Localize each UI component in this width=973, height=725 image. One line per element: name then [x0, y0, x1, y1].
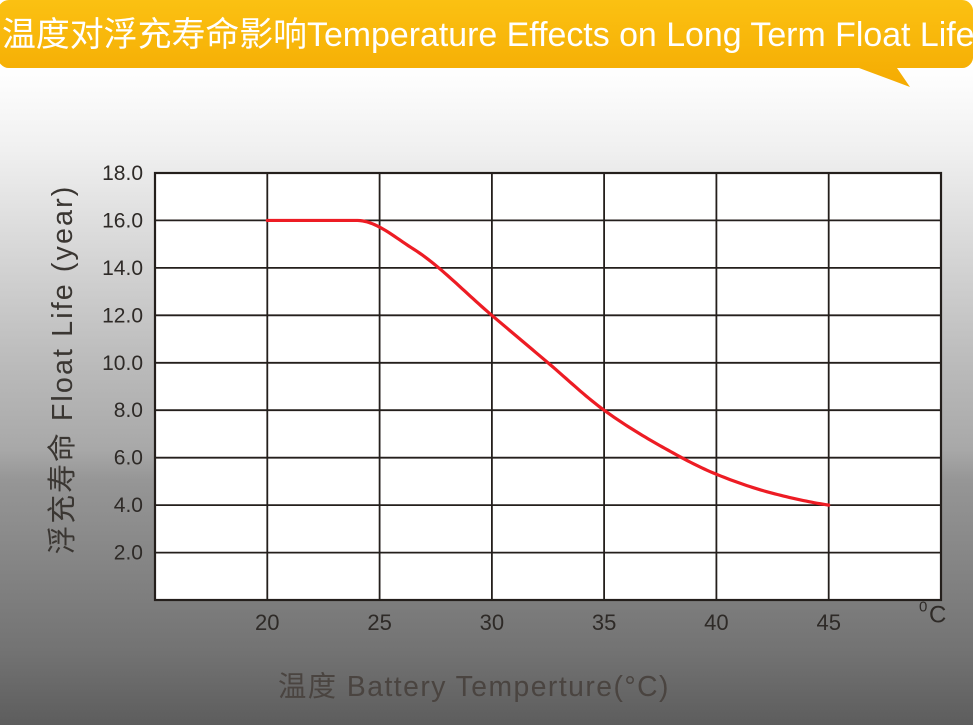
svg-text:20: 20 — [255, 610, 279, 635]
svg-text:4.0: 4.0 — [114, 494, 143, 517]
svg-text:35: 35 — [592, 610, 616, 635]
svg-text:45: 45 — [816, 610, 840, 635]
svg-text:温度对浮充寿命影响Temperature Effects o: 温度对浮充寿命影响Temperature Effects on Long Ter… — [2, 16, 973, 54]
svg-text:2.0: 2.0 — [114, 542, 143, 565]
svg-text:12.0: 12.0 — [102, 304, 143, 327]
svg-text:14.0: 14.0 — [102, 257, 143, 280]
svg-text:C: C — [929, 602, 946, 629]
svg-text:浮充寿命 Float Life (year): 浮充寿命 Float Life (year) — [47, 185, 79, 555]
svg-text:温度 Battery Temperture(°C): 温度 Battery Temperture(°C) — [278, 670, 670, 702]
svg-text:8.0: 8.0 — [114, 399, 143, 422]
svg-text:30: 30 — [480, 610, 504, 635]
svg-text:10.0: 10.0 — [102, 352, 143, 375]
svg-text:40: 40 — [704, 610, 728, 635]
svg-text:6.0: 6.0 — [114, 447, 143, 470]
svg-text:16.0: 16.0 — [102, 209, 143, 232]
svg-text:0: 0 — [919, 599, 927, 616]
svg-text:18.0: 18.0 — [102, 162, 143, 185]
svg-text:25: 25 — [367, 610, 391, 635]
